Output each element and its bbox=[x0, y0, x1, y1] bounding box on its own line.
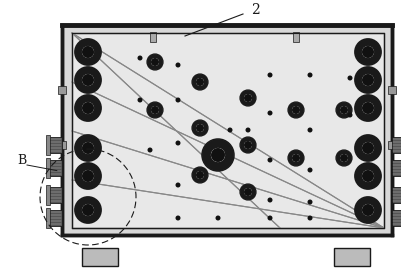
Circle shape bbox=[267, 158, 273, 163]
Bar bbox=[62, 25, 392, 235]
Circle shape bbox=[308, 128, 312, 132]
Circle shape bbox=[196, 171, 204, 179]
Circle shape bbox=[82, 46, 94, 58]
Bar bbox=[46, 158, 50, 178]
Bar bbox=[392, 187, 401, 203]
Circle shape bbox=[176, 140, 180, 145]
Circle shape bbox=[82, 74, 94, 86]
Bar bbox=[150, 32, 156, 42]
Bar bbox=[58, 141, 66, 149]
Circle shape bbox=[196, 78, 204, 86]
Circle shape bbox=[245, 128, 251, 132]
Bar bbox=[392, 160, 401, 176]
Circle shape bbox=[362, 74, 374, 86]
Bar bbox=[334, 248, 370, 266]
Circle shape bbox=[244, 141, 252, 149]
Circle shape bbox=[362, 204, 374, 216]
Circle shape bbox=[82, 142, 94, 154]
Bar bbox=[50, 160, 62, 176]
Circle shape bbox=[227, 128, 233, 132]
Circle shape bbox=[267, 216, 273, 221]
Circle shape bbox=[151, 58, 159, 66]
Circle shape bbox=[196, 124, 204, 132]
Circle shape bbox=[308, 73, 312, 78]
Circle shape bbox=[267, 198, 273, 203]
Bar bbox=[46, 185, 50, 205]
Circle shape bbox=[176, 62, 180, 68]
Circle shape bbox=[340, 106, 348, 114]
Circle shape bbox=[151, 106, 159, 114]
Bar bbox=[392, 137, 401, 153]
Circle shape bbox=[82, 102, 94, 114]
Circle shape bbox=[211, 148, 225, 162]
Circle shape bbox=[308, 200, 312, 205]
Circle shape bbox=[362, 46, 374, 58]
Circle shape bbox=[292, 106, 300, 114]
Bar bbox=[50, 137, 62, 153]
Circle shape bbox=[308, 216, 312, 221]
Bar bbox=[46, 135, 50, 155]
Circle shape bbox=[176, 216, 180, 221]
Circle shape bbox=[362, 142, 374, 154]
Bar bbox=[72, 33, 384, 228]
Circle shape bbox=[244, 94, 252, 102]
Circle shape bbox=[267, 110, 273, 115]
Circle shape bbox=[138, 97, 142, 102]
Circle shape bbox=[362, 102, 374, 114]
Circle shape bbox=[362, 170, 374, 182]
Bar bbox=[58, 86, 66, 94]
Bar bbox=[293, 32, 299, 42]
Circle shape bbox=[244, 188, 252, 196]
Text: B: B bbox=[17, 153, 26, 166]
Circle shape bbox=[215, 216, 221, 221]
Circle shape bbox=[176, 182, 180, 187]
Text: 2: 2 bbox=[251, 3, 259, 17]
Circle shape bbox=[82, 170, 94, 182]
Circle shape bbox=[308, 168, 312, 172]
Circle shape bbox=[82, 204, 94, 216]
Bar bbox=[82, 248, 118, 266]
Bar bbox=[50, 187, 62, 203]
Circle shape bbox=[176, 97, 180, 102]
Bar bbox=[388, 86, 396, 94]
Bar bbox=[392, 210, 401, 226]
Circle shape bbox=[348, 113, 352, 118]
Circle shape bbox=[292, 154, 300, 162]
Circle shape bbox=[148, 147, 152, 153]
Bar bbox=[388, 141, 396, 149]
Bar bbox=[46, 208, 50, 228]
Circle shape bbox=[348, 76, 352, 81]
Circle shape bbox=[340, 154, 348, 162]
Bar bbox=[50, 210, 62, 226]
Circle shape bbox=[267, 73, 273, 78]
Circle shape bbox=[138, 55, 142, 60]
